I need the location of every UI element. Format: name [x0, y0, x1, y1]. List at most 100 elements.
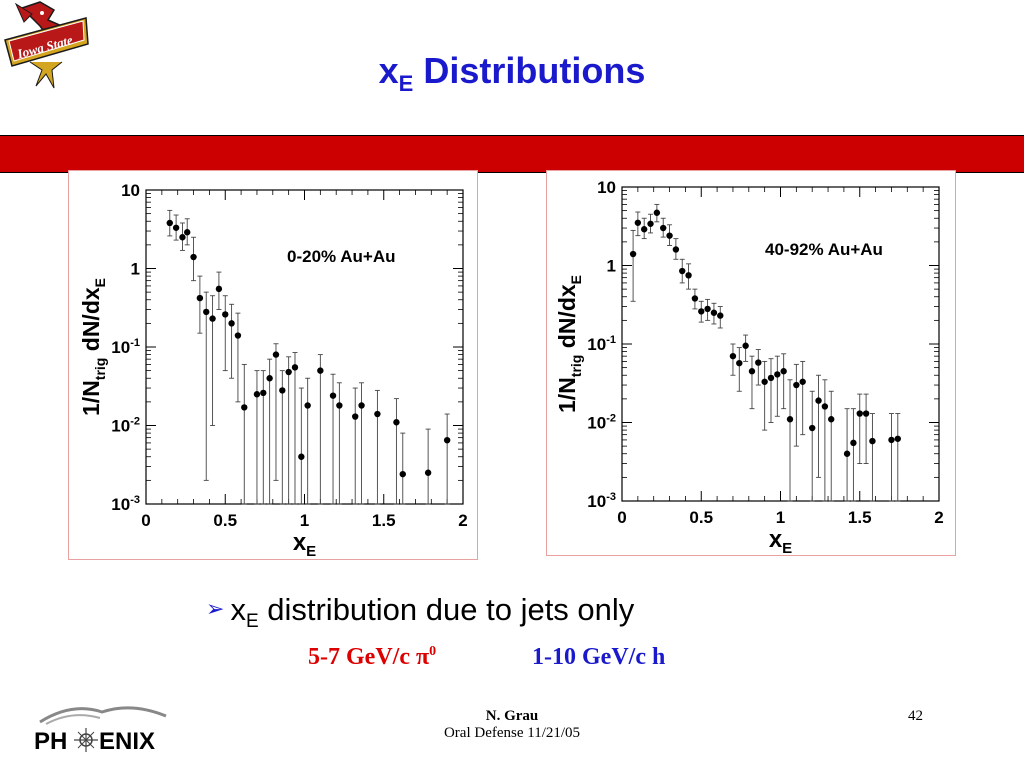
data-point — [672, 246, 680, 253]
bullet-line: ➢ xE distribution due to jets only — [206, 592, 634, 633]
phenix-star-icon — [74, 728, 98, 752]
title-rest: Distributions — [413, 50, 646, 91]
phenix-logo-right-text: ENIX — [99, 728, 155, 755]
data-point — [336, 402, 343, 409]
data-point — [685, 272, 692, 279]
y-tick-label: 10-1 — [111, 337, 140, 357]
phenix-logo: PH ENIX — [34, 706, 167, 755]
data-point — [260, 389, 267, 397]
y-axis-label: 1/Ntrig dN/dxE — [554, 275, 584, 413]
data-point — [647, 220, 654, 227]
data-point — [862, 410, 870, 417]
bullet-x: x — [230, 592, 246, 627]
chart-title: 0-20% Au+Au — [287, 247, 395, 266]
red-divider-bar — [0, 135, 1024, 173]
data-point — [399, 470, 406, 478]
data-point — [698, 308, 705, 315]
bullet-text: distribution due to jets only — [258, 592, 635, 627]
y-tick-label: 1 — [607, 257, 616, 276]
data-point — [629, 250, 637, 258]
y-tick-label: 1 — [131, 260, 140, 279]
iowa-state-logo: Iowa State — [4, 1, 89, 89]
bullet-subscript: E — [245, 611, 259, 633]
y-tick-label: 10 — [597, 178, 616, 197]
data-point — [443, 436, 451, 444]
data-point — [736, 359, 743, 367]
data-point — [298, 453, 305, 460]
y-tick-label: 10-3 — [587, 491, 616, 511]
data-point — [291, 364, 299, 371]
data-point — [172, 224, 180, 231]
data-point — [704, 305, 711, 313]
data-point — [809, 424, 816, 432]
x-axis-label: xE — [293, 529, 316, 559]
y-tick-label: 10-2 — [111, 416, 140, 436]
y-tick-label: 10-3 — [111, 494, 140, 514]
page-number: 42 — [908, 708, 923, 724]
x-tick-label: 0 — [141, 511, 150, 530]
data-point — [774, 371, 781, 378]
y-axis-label: 1/Ntrig dN/dxE — [78, 278, 108, 416]
data-point — [828, 416, 835, 423]
data-point — [352, 413, 359, 420]
x-tick-label: 2 — [458, 511, 467, 530]
footer-author: N. Grau — [485, 708, 539, 724]
data-point — [640, 226, 648, 233]
data-point — [234, 332, 242, 339]
data-point — [190, 253, 197, 261]
y-tick-label: 10 — [121, 181, 140, 200]
data-point — [691, 295, 699, 302]
energy-label-pi0: 5-7 GeV/c π0 — [308, 644, 436, 671]
data-point — [279, 387, 286, 394]
data-point — [843, 450, 851, 457]
data-point — [710, 309, 718, 316]
y-tick-label: 10-1 — [587, 334, 616, 354]
data-point — [253, 391, 261, 398]
x-axis-label: xE — [769, 526, 792, 555]
data-point — [209, 315, 216, 322]
arrow-bullet-icon: ➢ — [206, 596, 225, 621]
data-point — [393, 419, 400, 426]
data-point — [215, 285, 223, 293]
data-point — [653, 209, 661, 216]
data-point — [285, 368, 292, 376]
data-point — [184, 229, 191, 236]
data-point — [748, 368, 756, 375]
data-point — [888, 436, 895, 444]
energy-label-pi0-text: 5-7 GeV/c π — [308, 644, 430, 670]
data-point — [869, 437, 876, 445]
chart-central: 0 0.5 1 1.5 2 10 1 10-1 10-2 10-3 xE 1/Ntrig dN/dxE… — [78, 181, 468, 559]
data-point — [228, 320, 235, 327]
data-point — [196, 294, 204, 302]
data-point — [272, 351, 280, 358]
x-tick-label: 0.5 — [213, 511, 237, 530]
data-point — [329, 392, 337, 399]
data-point — [660, 224, 667, 232]
data-point — [742, 342, 749, 349]
phenix-logo-left-text: PH — [34, 728, 67, 755]
data-point — [780, 368, 787, 375]
data-point — [786, 416, 794, 423]
data-point — [424, 469, 432, 476]
y-tick-label: 10-2 — [587, 413, 616, 433]
slide-title: xE Distributions — [0, 50, 1024, 97]
data-point — [374, 410, 381, 418]
x-tick-label: 2 — [934, 508, 943, 527]
data-point — [755, 359, 762, 366]
energy-label-hadron: 1-10 GeV/c h — [532, 644, 666, 670]
data-point — [241, 404, 248, 411]
x-tick-label: 0 — [617, 508, 626, 527]
footer-event: Oral Defense 11/21/05 — [443, 725, 581, 741]
data-point — [821, 403, 829, 410]
data-point — [894, 435, 901, 442]
x-tick-label: 0.5 — [689, 508, 713, 527]
data-point — [729, 352, 737, 360]
chart-title: 40-92% Au+Au — [765, 240, 883, 259]
energy-label-pi0-sup: 0 — [429, 644, 437, 659]
data-point — [767, 374, 775, 382]
x-tick-label: 1 — [300, 511, 309, 530]
data-point — [717, 312, 724, 319]
chart-peripheral: 0 0.5 1 1.5 2 10 1 10-1 10-2 10-3 xE 1/Ntrig dN/dxE… — [554, 178, 944, 555]
title-x: x — [378, 50, 399, 91]
data-point — [179, 234, 186, 241]
